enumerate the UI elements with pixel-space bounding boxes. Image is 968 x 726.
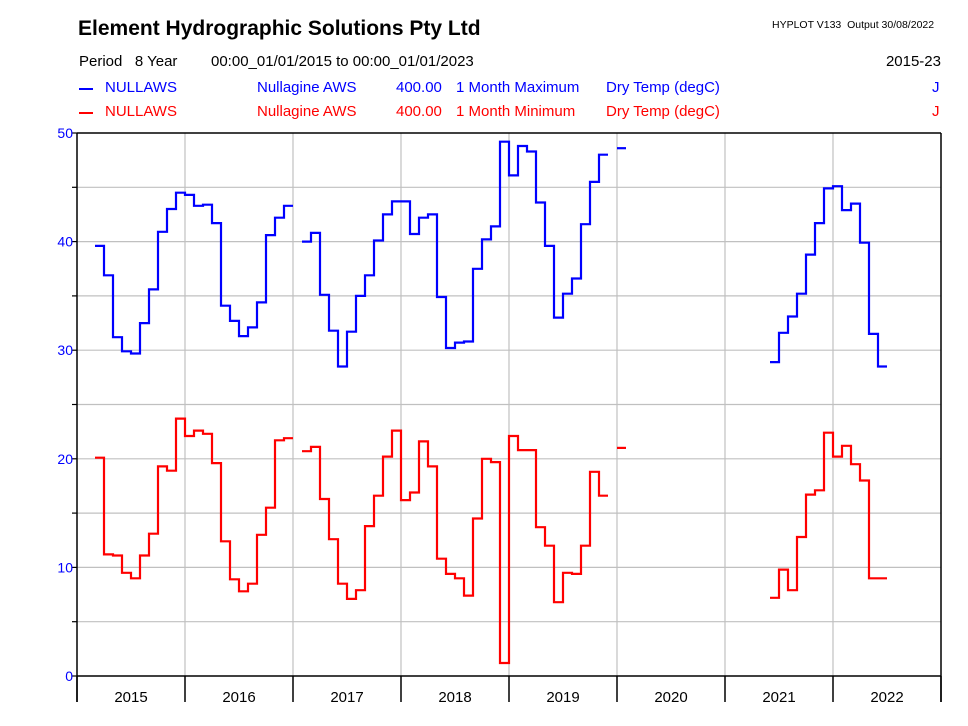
series-line-segment [770,185,887,368]
series-line-segment [302,429,608,665]
legend-name: Nullagine AWS [257,103,357,120]
legend-flag: J [932,103,940,120]
series-line-segment [95,191,293,355]
x-tick-label: 2016 [222,689,255,706]
series-line-segment [770,431,887,599]
legend-entry-min: NULLAWS Nullagine AWS 400.00 1 Month Min… [0,103,968,123]
chart-title: Element Hydrographic Solutions Pty Ltd [78,17,481,40]
x-tick-label: 2021 [762,689,795,706]
series-line-segment [302,140,608,368]
legend-site: NULLAWS [105,79,177,96]
legend-code: 400.00 [396,103,442,120]
y-tick-label: 30 [57,342,73,358]
legend-stat: 1 Month Maximum [456,79,580,96]
legend-variable: Dry Temp (degC) [606,103,720,120]
x-tick-label: 2020 [654,689,687,706]
legend-variable: Dry Temp (degC) [606,79,720,96]
legend-swatch-max [79,88,93,90]
series-maximum [95,140,887,368]
y-tick-label: 40 [57,234,73,250]
x-tick-label: 2019 [546,689,579,706]
period-label: Period 8 Year [79,53,178,70]
x-tick-label: 2017 [330,689,363,706]
y-tick-label: 0 [65,668,73,684]
y-tick-label: 50 [57,125,73,141]
y-tick-label: 10 [57,559,73,575]
x-tick-label: 2018 [438,689,471,706]
y-tick-label: 20 [57,451,73,467]
legend-flag: J [932,79,940,96]
series-line-segment [95,417,293,593]
axes: 0 10 20 30 40 50 2015 2016 2017 2018 2019 2020 2021 2… [57,125,942,706]
legend-entry-max: NULLAWS Nullagine AWS 400.00 1 Month Max… [0,79,968,99]
x-tick-label: 2015 [114,689,147,706]
legend-site: NULLAWS [105,103,177,120]
legend-swatch-min [79,112,93,114]
year-range: 2015-23 [885,53,941,70]
series-layer [95,140,887,665]
legend-code: 400.00 [396,79,442,96]
legend-stat: 1 Month Minimum [456,103,576,120]
x-tick-label: 2022 [870,689,903,706]
series-minimum [95,417,887,665]
legend-name: Nullagine AWS [257,79,357,96]
version-label: HYPLOT V133 Output 30/08/2022 [772,19,935,31]
period-range: 00:00_01/01/2015 to 00:00_01/01/2023 [211,53,474,70]
